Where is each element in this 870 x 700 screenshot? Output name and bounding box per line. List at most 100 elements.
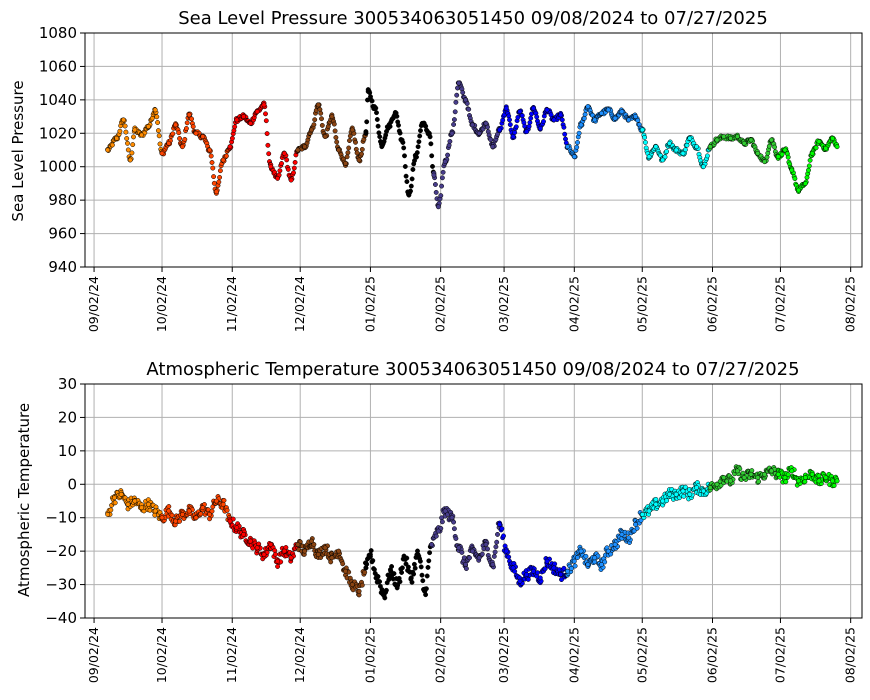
temperature-point: [193, 515, 199, 521]
temperature-point: [356, 588, 362, 594]
temperature-point: [435, 528, 441, 534]
temperature-xtick-label: 09/02/24: [86, 627, 101, 683]
temperature-point: [433, 533, 439, 539]
temperature-point: [429, 542, 435, 547]
pressure-point: [418, 128, 423, 134]
temperature-point: [105, 511, 111, 517]
temperature-series: [159, 494, 233, 528]
pressure-series: [105, 106, 165, 163]
temperature-point: [467, 555, 472, 561]
pressure-point: [392, 110, 398, 116]
pressure-point: [109, 142, 115, 148]
temperature-point: [254, 545, 260, 551]
temperature-point: [315, 552, 321, 557]
temperature-point: [374, 575, 380, 581]
temperature-point: [646, 508, 652, 514]
pressure-ytick-label: 960: [48, 225, 77, 243]
pressure-point: [721, 134, 727, 140]
pressure-point: [517, 109, 523, 115]
temperature-point: [707, 485, 713, 491]
pressure-point: [210, 165, 216, 171]
pressure-ytick-label: 1040: [39, 91, 77, 109]
pressure-point: [428, 141, 434, 147]
pressure-point: [288, 177, 294, 183]
pressure-point: [707, 144, 713, 150]
temperature-point: [381, 592, 387, 598]
pressure-point: [578, 122, 584, 128]
pressure-point: [211, 174, 217, 180]
temperature-point: [425, 564, 431, 570]
pressure-point: [356, 157, 362, 163]
pressure-xtick-label: 10/02/24: [154, 276, 169, 332]
pressure-point: [775, 154, 781, 160]
temperature-xtick-label: 06/02/25: [704, 627, 719, 683]
pressure-point: [500, 117, 506, 123]
pressure-point: [266, 151, 272, 157]
temperature-point: [169, 512, 175, 518]
temperature-point: [401, 555, 407, 561]
temperature-series: [639, 480, 713, 521]
temperature-point: [166, 508, 172, 514]
pressure-point: [359, 146, 365, 152]
pressure-chart-title: Sea Level Pressure 300534063051450 09/08…: [178, 8, 768, 29]
pressure-point: [332, 128, 338, 134]
pressure-xtick-label: 08/02/25: [843, 276, 858, 332]
temperature-point: [395, 582, 401, 588]
pressure-point: [331, 121, 337, 127]
pressure-point: [809, 150, 815, 156]
pressure-point: [451, 122, 457, 127]
temperature-point: [456, 545, 462, 551]
temperature-point: [417, 558, 423, 564]
pressure-point: [431, 172, 437, 178]
pressure-point: [157, 141, 163, 147]
temperature-chart-title: Atmospheric Temperature 300534063051450 …: [146, 359, 799, 380]
temperature-point: [463, 566, 469, 572]
temperature-point: [578, 548, 584, 554]
pressure-point: [179, 144, 185, 150]
temperature-series: [565, 510, 645, 578]
pressure-point: [734, 134, 740, 140]
pressure-point: [528, 115, 534, 121]
temperature-point: [537, 575, 543, 581]
pressure-point: [125, 147, 131, 153]
pressure-point: [453, 99, 459, 105]
temperature-point: [449, 515, 455, 521]
pressure-point: [129, 150, 135, 156]
pressure-point: [438, 193, 444, 199]
temperature-point: [714, 481, 720, 487]
pressure-point: [227, 144, 233, 150]
pressure-point: [515, 114, 521, 120]
temperature-point: [227, 518, 233, 524]
pressure-point: [322, 134, 328, 140]
temperature-point: [295, 542, 301, 547]
pressure-point: [507, 122, 513, 128]
temperature-point: [485, 546, 490, 552]
pressure-point: [664, 149, 670, 154]
temperature-ytick-label: −40: [45, 609, 77, 627]
temperature-point: [544, 558, 550, 564]
temperature-ticks: −40 −30 −20 −10 0 10 20 30 09/02/24 10/02/24 11/02…: [45, 375, 857, 683]
temperature-y-axis-label: Atmospheric Temperature: [15, 403, 33, 597]
temperature-point: [412, 565, 418, 571]
temperature-point: [405, 564, 411, 570]
pressure-point: [571, 154, 577, 160]
pressure-point: [503, 105, 509, 111]
temperature-point: [453, 536, 459, 541]
temperature-series: [295, 536, 369, 598]
temperature-point: [599, 562, 604, 567]
pressure-point: [182, 136, 188, 142]
pressure-point: [497, 127, 503, 133]
temperature-point: [762, 471, 768, 477]
pressure-point: [469, 122, 475, 128]
temperature-point: [411, 571, 417, 577]
temperature-point: [673, 491, 679, 497]
pressure-point: [122, 123, 128, 129]
temperature-chart: Atmospheric Temperature 300534063051450 …: [15, 359, 863, 683]
pressure-point: [183, 126, 189, 131]
pressure-point: [311, 122, 317, 128]
pressure-point: [220, 157, 226, 163]
pressure-point: [285, 166, 291, 172]
temperature-series: [363, 542, 435, 601]
pressure-point: [265, 142, 271, 148]
pressure-point: [295, 147, 301, 153]
